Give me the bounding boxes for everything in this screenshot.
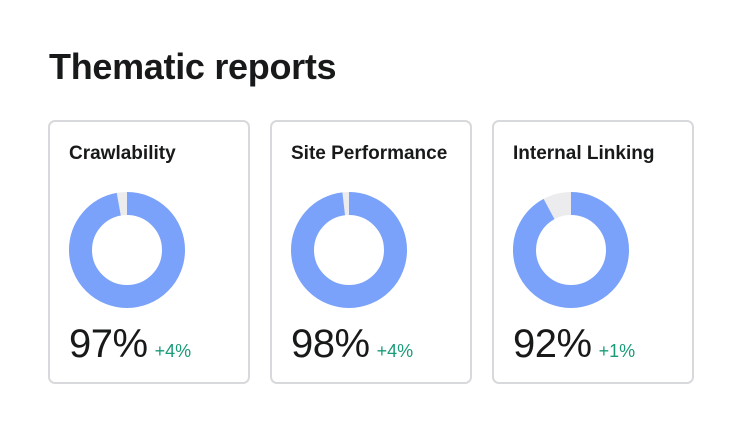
donut-progress — [291, 192, 407, 308]
page-title: Thematic reports — [49, 46, 337, 87]
report-cards: Crawlability 97% +4% Site Performance 98… — [48, 120, 694, 384]
score-value: 98% — [291, 322, 370, 366]
donut-chart — [69, 192, 185, 308]
score-delta: +4% — [376, 341, 414, 361]
report-card-crawlability[interactable]: Crawlability 97% +4% — [48, 120, 250, 384]
report-card-internal-linking[interactable]: Internal Linking 92% +1% — [492, 120, 694, 384]
report-metric: 98% +4% — [291, 322, 413, 367]
donut-progress — [69, 192, 185, 308]
donut-progress — [513, 192, 629, 308]
report-card-title: Internal Linking — [513, 143, 655, 164]
report-metric: 92% +1% — [513, 322, 635, 367]
score-delta: +4% — [154, 341, 192, 361]
report-card-site-performance[interactable]: Site Performance 98% +4% — [270, 120, 472, 384]
score-delta: +1% — [598, 341, 636, 361]
report-metric: 97% +4% — [69, 322, 191, 367]
score-value: 92% — [513, 322, 592, 366]
donut-chart — [513, 192, 629, 308]
report-card-title: Site Performance — [291, 143, 448, 164]
score-value: 97% — [69, 322, 148, 366]
report-card-title: Crawlability — [69, 143, 176, 164]
donut-chart — [291, 192, 407, 308]
